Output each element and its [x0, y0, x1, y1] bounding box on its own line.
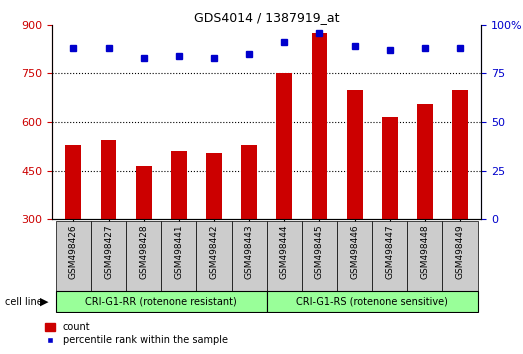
Text: GSM498445: GSM498445 — [315, 225, 324, 279]
Text: CRI-G1-RR (rotenone resistant): CRI-G1-RR (rotenone resistant) — [85, 297, 237, 307]
Text: GSM498428: GSM498428 — [139, 225, 148, 279]
Text: CRI-G1-RS (rotenone sensitive): CRI-G1-RS (rotenone sensitive) — [296, 297, 448, 307]
Text: GSM498426: GSM498426 — [69, 225, 78, 279]
Bar — [276, 73, 292, 317]
Text: GSM498446: GSM498446 — [350, 225, 359, 279]
Bar — [65, 145, 81, 317]
Bar — [100, 140, 117, 317]
Bar — [206, 153, 222, 317]
Text: GSM498444: GSM498444 — [280, 225, 289, 279]
Bar — [382, 117, 397, 317]
Bar — [337, 221, 372, 292]
Bar — [232, 221, 267, 292]
Text: GSM498448: GSM498448 — [420, 225, 429, 279]
Bar — [197, 221, 232, 292]
Bar — [171, 152, 187, 317]
Text: GSM498427: GSM498427 — [104, 225, 113, 279]
Text: cell line: cell line — [5, 297, 43, 307]
Bar — [417, 104, 433, 317]
Text: GSM498443: GSM498443 — [245, 225, 254, 279]
Text: GSM498449: GSM498449 — [456, 225, 464, 279]
Legend: count, percentile rank within the sample: count, percentile rank within the sample — [41, 319, 232, 349]
Bar — [91, 221, 126, 292]
Bar — [241, 145, 257, 317]
Bar — [136, 166, 152, 317]
Bar — [452, 90, 468, 317]
Text: ▶: ▶ — [40, 297, 49, 307]
Title: GDS4014 / 1387919_at: GDS4014 / 1387919_at — [194, 11, 339, 24]
Bar — [56, 291, 267, 312]
Bar — [407, 221, 442, 292]
Text: GSM498442: GSM498442 — [210, 225, 219, 279]
Bar — [347, 90, 362, 317]
Bar — [267, 291, 477, 312]
Text: GSM498447: GSM498447 — [385, 225, 394, 279]
Bar — [312, 33, 327, 317]
Bar — [161, 221, 197, 292]
Bar — [56, 221, 91, 292]
Bar — [372, 221, 407, 292]
Bar — [302, 221, 337, 292]
Bar — [442, 221, 477, 292]
Text: GSM498441: GSM498441 — [174, 225, 184, 279]
Bar — [267, 221, 302, 292]
Bar — [126, 221, 161, 292]
